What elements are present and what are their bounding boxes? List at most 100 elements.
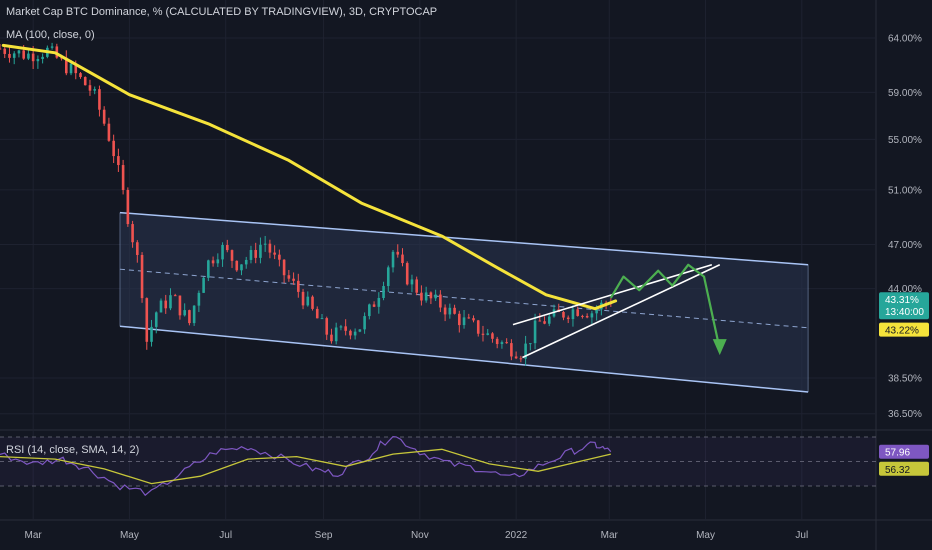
- candle-body: [79, 73, 82, 78]
- rsi-sma-badge-bg: [879, 461, 929, 476]
- candle-body: [462, 317, 466, 326]
- price-tick-label: 36.50%: [888, 409, 922, 420]
- price-tick-label: 64.00%: [888, 34, 922, 45]
- candle-body: [178, 295, 182, 316]
- candle-body: [301, 291, 305, 306]
- candle-body: [126, 189, 130, 225]
- candle-body: [64, 57, 68, 74]
- candle-body: [529, 343, 532, 345]
- candle-body: [159, 300, 163, 313]
- candle-body: [415, 279, 418, 293]
- candle-body: [306, 296, 310, 306]
- ma-badge-bg: [879, 322, 929, 337]
- candle-body: [0, 48, 2, 50]
- candle-body: [590, 313, 594, 318]
- candle-body: [74, 63, 78, 74]
- candle-body: [244, 259, 248, 265]
- candle-body: [453, 307, 456, 314]
- candle-body: [169, 295, 172, 309]
- candle-body: [334, 327, 338, 342]
- candle-body: [514, 356, 518, 359]
- price-tick-label: 51.00%: [888, 185, 922, 196]
- candle-body: [386, 267, 390, 287]
- candle-body: [458, 313, 461, 326]
- candle-body: [396, 251, 400, 255]
- candle-body: [566, 317, 570, 320]
- candle-body: [263, 243, 267, 245]
- candle-body: [254, 249, 257, 258]
- candle-body: [505, 342, 508, 344]
- price-tick-label: 44.00%: [888, 284, 922, 295]
- candle-body: [467, 317, 471, 319]
- candle-body: [69, 63, 73, 74]
- candle-body: [102, 109, 106, 124]
- candle-body: [27, 53, 30, 59]
- ma-layer: [1, 43, 618, 311]
- candle-body: [235, 260, 239, 271]
- candle-body: [429, 292, 433, 299]
- candle-body: [83, 77, 87, 86]
- channel-upper-line: [119, 211, 809, 266]
- rsi-line: [0, 435, 612, 497]
- candle-body: [88, 85, 92, 91]
- time-tick-label: Nov: [411, 530, 429, 541]
- price-tick-label: 55.00%: [888, 135, 922, 146]
- candle-body: [571, 309, 575, 320]
- candle-body: [325, 318, 329, 335]
- candle-body: [439, 294, 442, 308]
- price-badge-text: 13:40:00: [885, 307, 924, 318]
- candle-body: [207, 260, 210, 278]
- candle-body: [41, 56, 44, 60]
- candle-body: [282, 259, 286, 276]
- candle-body: [22, 50, 25, 59]
- candle-body: [377, 297, 381, 307]
- price-tick-label: 38.50%: [888, 374, 922, 385]
- candle-body: [486, 333, 490, 335]
- candle-body: [188, 310, 191, 324]
- candle-body: [192, 305, 196, 324]
- candle-body: [278, 254, 281, 260]
- candle-layer: [0, 42, 613, 366]
- candle-body: [154, 312, 158, 327]
- channel-fill: [119, 212, 809, 393]
- time-tick-label: Mar: [25, 530, 43, 541]
- candle-body: [311, 296, 314, 309]
- candle-body: [339, 326, 343, 328]
- candle-body: [448, 307, 452, 315]
- candle-body: [273, 252, 276, 255]
- candle-body: [495, 338, 499, 345]
- candle-body: [405, 263, 409, 285]
- rsi-band: [0, 437, 876, 486]
- candle-body: [249, 249, 253, 260]
- time-tick-label: Mar: [601, 530, 619, 541]
- candle-body: [183, 310, 186, 316]
- ma-legend-label: MA (100, close, 0): [6, 29, 95, 41]
- candle-body: [98, 89, 101, 110]
- projection-arrowhead: [712, 339, 727, 356]
- candle-body: [216, 259, 220, 264]
- candle-body: [547, 316, 551, 324]
- chart-title: Market Cap BTC Dominance, % (CALCULATED …: [6, 6, 438, 18]
- candle-body: [164, 300, 168, 309]
- candle-body: [117, 156, 120, 166]
- candle-body: [524, 343, 527, 359]
- rsi-badge-bg: [879, 444, 929, 459]
- channel-lower-line: [119, 325, 809, 393]
- candle-body: [259, 244, 262, 258]
- price-tick-label: 47.00%: [888, 240, 922, 251]
- candle-body: [510, 343, 513, 357]
- price-badge-text: 43.31%: [885, 295, 919, 306]
- time-tick-label: Sep: [315, 530, 333, 541]
- time-tick-label: Jul: [219, 530, 232, 541]
- candle-body: [150, 326, 153, 342]
- drawing-layer: [512, 263, 727, 359]
- candle-body: [297, 280, 300, 292]
- candle-body: [543, 321, 546, 324]
- candle-body: [31, 53, 35, 62]
- axis-layer: 64.00% 59.00% 55.00% 51.00% 47.00% 44.00% 38.5…: [25, 34, 922, 542]
- candle-body: [585, 315, 589, 318]
- candle-body: [443, 307, 447, 315]
- candle-body: [576, 309, 579, 316]
- candle-body: [136, 242, 139, 255]
- price-tick-label: 59.00%: [888, 88, 922, 99]
